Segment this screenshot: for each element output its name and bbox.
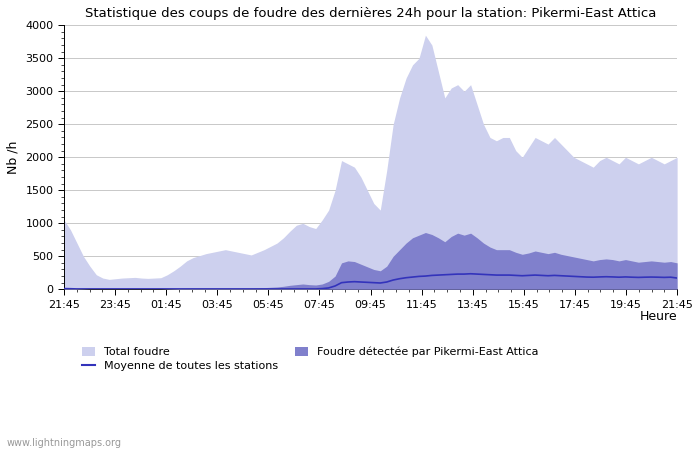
Text: Heure: Heure <box>640 310 677 324</box>
Legend: Total foudre, Moyenne de toutes les stations, Foudre détectée par Pikermi-East A: Total foudre, Moyenne de toutes les stat… <box>82 346 538 371</box>
Text: www.lightningmaps.org: www.lightningmaps.org <box>7 438 122 448</box>
Y-axis label: Nb /h: Nb /h <box>7 140 20 174</box>
Title: Statistique des coups de foudre des dernières 24h pour la station: Pikermi-East : Statistique des coups de foudre des dern… <box>85 7 657 20</box>
